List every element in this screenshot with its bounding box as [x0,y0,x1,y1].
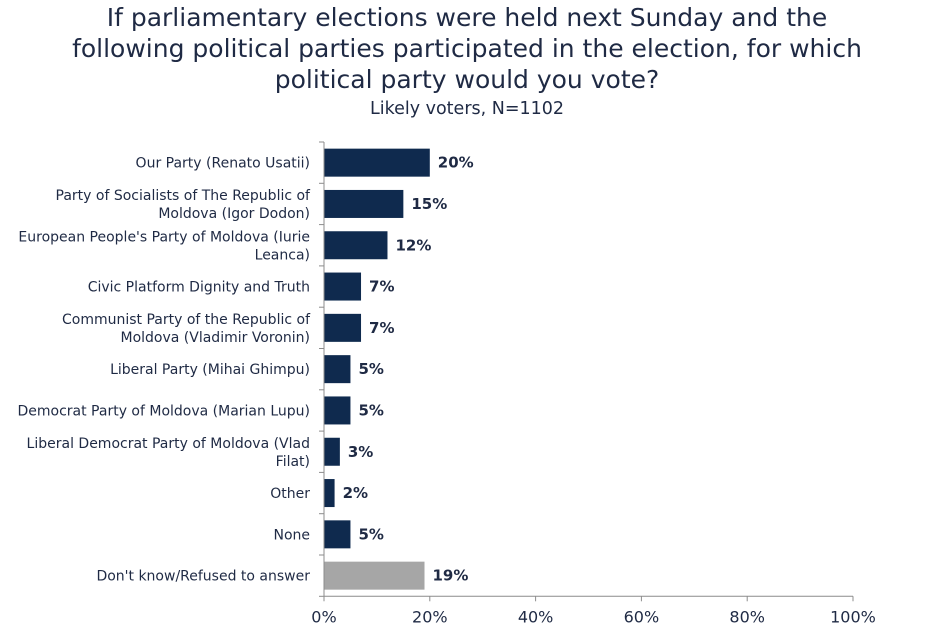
data-label: 7% [369,319,394,337]
category-label: Liberal Party (Mihai Ghimpu) [110,362,310,378]
category-label: Don't know/Refused to answer [96,569,310,585]
category-label: Liberal Democrat Party of Moldova (Vlad [27,436,310,452]
data-label: 12% [395,236,431,254]
data-label: 15% [411,195,447,213]
chart-title: If parliamentary elections were held nex… [0,2,934,95]
bar [324,437,340,466]
x-tick-label: 60% [624,607,660,626]
chart-title-line: following political parties participated… [72,34,862,63]
chart-title-line: If parliamentary elections were held nex… [106,3,828,32]
data-label: 5% [358,360,383,378]
bar [324,189,404,218]
data-label: 5% [358,401,383,419]
bar [324,520,351,549]
bar [324,561,425,590]
data-label: 2% [343,484,368,502]
category-label: Democrat Party of Moldova (Marian Lupu) [17,403,310,419]
x-tick-label: 20% [412,607,448,626]
category-label: Our Party (Renato Usatii) [136,156,310,172]
x-tick-label: 100% [830,607,876,626]
data-label: 3% [348,443,373,461]
category-label: Civic Platform Dignity and Truth [88,280,310,296]
category-label: Leanca) [255,247,310,263]
data-label: 7% [369,278,394,296]
x-tick-label: 0% [311,607,336,626]
bar [324,272,362,301]
category-label: Moldova (Igor Dodon) [158,206,310,222]
category-label: Communist Party of the Republic of [62,312,311,328]
bar [324,231,388,260]
x-tick-label: 80% [729,607,765,626]
category-label: Filat) [276,454,310,470]
category-label: European People's Party of Moldova (Iuri… [18,229,310,245]
bar [324,355,351,384]
category-label: None [273,527,310,543]
chart-title-line: political party would you vote? [274,65,660,94]
bar [324,313,362,342]
bar [324,148,430,177]
bar [324,396,351,425]
data-label: 20% [438,154,474,172]
category-label: Moldova (Vladimir Voronin) [121,330,311,346]
category-label: Other [270,486,310,502]
data-label: 19% [433,567,469,585]
category-label: Party of Socialists of The Republic of [56,188,312,204]
data-label: 5% [358,525,383,543]
chart-subtitle: Likely voters, N=1102 [369,99,565,119]
x-tick-label: 40% [518,607,554,626]
bar [324,479,335,508]
